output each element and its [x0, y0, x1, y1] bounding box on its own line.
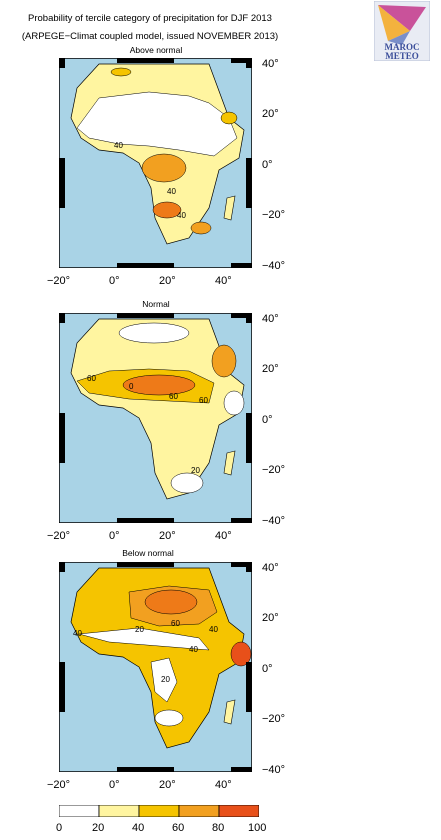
lon-label: −20° — [47, 530, 71, 542]
maroc-meteo-logo: MAROC METEO — [373, 0, 431, 62]
lat-label: −20° — [262, 464, 286, 476]
scale-label: 80 — [212, 822, 225, 834]
contour-label: 0 — [129, 382, 134, 391]
title-line-1: Probability of tercile category of preci… — [28, 13, 272, 24]
scale-label: 40 — [132, 822, 145, 834]
panel-title-above-normal: Above normal — [129, 45, 183, 55]
logo-text-bottom: METEO — [385, 51, 419, 61]
scale-swatch-40-60 — [138, 804, 180, 818]
lat-label: −40° — [262, 515, 286, 527]
scale-swatch-80-100 — [218, 804, 260, 818]
map-below-normal: 20 60 40 20 40 40 — [58, 561, 253, 773]
map-normal: 60 60 0 60 20 — [58, 312, 253, 524]
color-scale-bar — [58, 804, 260, 818]
panel-title-below-normal: Below normal — [122, 548, 174, 558]
scale-swatch-60-80 — [178, 804, 220, 818]
contour-label: 60 — [169, 392, 178, 401]
lon-label: 20° — [159, 275, 176, 287]
lon-label: −20° — [47, 779, 71, 791]
lat-label: 40° — [262, 562, 279, 574]
contour-label: 40 — [114, 141, 123, 150]
contour-label: 40 — [189, 645, 198, 654]
lat-label: −20° — [262, 209, 286, 221]
lon-label: 20° — [159, 779, 176, 791]
lon-label: 0° — [109, 275, 120, 287]
logo-text-top: MAROC — [385, 42, 420, 52]
lon-label: 40° — [215, 530, 232, 542]
lat-label: 0° — [262, 159, 273, 171]
lat-label: 0° — [262, 663, 273, 675]
lat-label: −20° — [262, 713, 286, 725]
lon-label: 40° — [215, 275, 232, 287]
contour-label: 60 — [199, 396, 208, 405]
lat-label: 40° — [262, 58, 279, 70]
scale-swatch-20-40 — [98, 804, 140, 818]
lat-label: 40° — [262, 313, 279, 325]
lon-label: 0° — [109, 530, 120, 542]
scale-label: 60 — [172, 822, 185, 834]
lat-label: 20° — [262, 612, 279, 624]
scale-swatch-0-20 — [58, 804, 100, 818]
contour-label: 40 — [167, 187, 176, 196]
lon-label: 20° — [159, 530, 176, 542]
lon-label: 40° — [215, 779, 232, 791]
lon-label: −20° — [47, 275, 71, 287]
lon-label: 0° — [109, 779, 120, 791]
scale-label: 20 — [92, 822, 105, 834]
lat-label: 20° — [262, 108, 279, 120]
contour-label: 40 — [209, 625, 218, 634]
contour-label: 20 — [161, 675, 170, 684]
map-above-normal: 40 40 40 — [58, 57, 253, 269]
scale-label: 0 — [56, 822, 63, 834]
contour-label: 60 — [87, 374, 96, 383]
lat-label: −40° — [262, 764, 286, 776]
lat-label: 20° — [262, 363, 279, 375]
contour-label: 40 — [177, 211, 186, 220]
panel-title-normal: Normal — [142, 299, 170, 309]
lat-label: 0° — [262, 414, 273, 426]
contour-label: 20 — [135, 625, 144, 634]
title-line-2: (ARPEGE−Climat coupled model, issued NOV… — [21, 31, 279, 42]
contour-label: 20 — [191, 466, 200, 475]
contour-label: 60 — [171, 619, 180, 628]
scale-label: 100 — [248, 822, 267, 834]
lat-label: −40° — [262, 260, 286, 272]
contour-label: 40 — [73, 629, 82, 638]
